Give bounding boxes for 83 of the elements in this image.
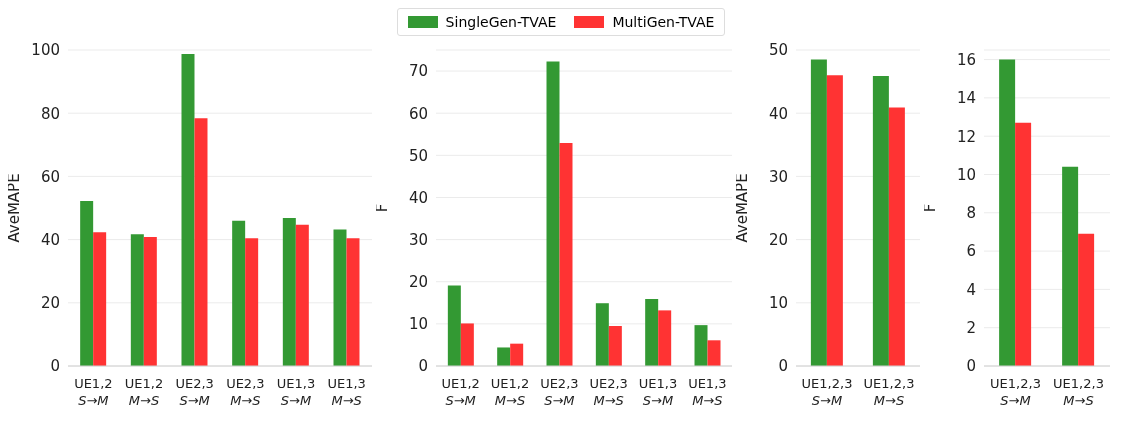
bar (333, 229, 347, 366)
y-tick-label: 30 (408, 230, 428, 249)
bar (694, 325, 708, 366)
y-tick-label: 10 (408, 315, 428, 334)
legend-label: MultiGen-TVAE (612, 14, 715, 30)
y-axis-title: F (373, 203, 392, 213)
bar (1062, 166, 1079, 366)
x-tick-label: UE1,2 M→S (124, 376, 164, 408)
y-tick-label: 4 (966, 280, 976, 299)
bar (232, 220, 246, 366)
y-axis-title: AveMAPE (733, 173, 752, 243)
bar (80, 201, 94, 366)
x-tick-label: UE2,3 S→M (540, 376, 579, 408)
x-tick-label: UE1,3 M→S (327, 376, 366, 408)
bar (1078, 233, 1095, 366)
y-axis-title: AveMAPE (5, 173, 24, 243)
y-tick-label: 20 (40, 294, 60, 313)
y-tick-label: 6 (966, 242, 976, 261)
bar (608, 325, 622, 366)
bar (447, 285, 461, 366)
bar (888, 107, 905, 366)
bar (645, 299, 659, 366)
y-tick-label: 2 (966, 319, 976, 338)
y-tick-label: 16 (956, 50, 976, 69)
x-tick-label: UE2,3 M→S (589, 376, 628, 408)
bar (295, 224, 309, 366)
y-tick-label: 100 (31, 41, 60, 60)
bar (143, 237, 157, 366)
y-tick-label: 50 (768, 41, 788, 60)
bar (999, 59, 1016, 366)
x-tick-label: UE1,3 S→M (638, 376, 678, 408)
y-tick-label: 70 (408, 62, 428, 81)
x-tick-label: UE2,3 M→S (226, 376, 265, 408)
bar (559, 143, 573, 366)
bar (810, 59, 827, 366)
bar (130, 234, 144, 366)
x-tick-label: UE1,2,3 M→S (863, 376, 915, 408)
y-tick-label: 12 (956, 127, 976, 146)
bar (1015, 122, 1032, 366)
bar (510, 343, 524, 366)
y-tick-label: 20 (408, 273, 428, 292)
x-tick-label: UE1,2 S→M (441, 376, 480, 408)
x-tick-label: UE1,2 S→M (74, 376, 113, 408)
x-tick-label: UE1,2,3 S→M (990, 376, 1041, 408)
bar (181, 54, 195, 366)
y-tick-label: 60 (408, 104, 428, 123)
y-tick-label: 30 (768, 167, 788, 186)
legend-label: SingleGen-TVAE (445, 14, 557, 30)
x-tick-label: UE1,3 M→S (688, 376, 727, 408)
bar (872, 75, 889, 366)
y-tick-label: 60 (40, 167, 60, 186)
y-tick-label: 10 (768, 294, 788, 313)
bar (658, 310, 672, 366)
y-tick-label: 50 (408, 146, 428, 165)
y-axis-title: F (921, 203, 940, 213)
y-tick-label: 0 (778, 357, 788, 376)
y-tick-label: 80 (40, 104, 60, 123)
bar (707, 340, 721, 366)
bar (595, 303, 609, 366)
x-tick-label: UE1,2,3 M→S (1053, 376, 1104, 408)
bar (497, 347, 511, 366)
y-tick-label: 0 (966, 357, 976, 376)
bar (546, 61, 560, 366)
bar (93, 232, 107, 366)
bar (346, 238, 360, 366)
y-tick-label: 20 (768, 230, 788, 249)
x-tick-label: UE1,3 S→M (276, 376, 316, 408)
x-tick-label: UE2,3 S→M (175, 376, 214, 408)
y-tick-label: 40 (408, 188, 428, 207)
bar (282, 218, 296, 366)
y-tick-label: 8 (966, 204, 976, 223)
y-tick-label: 0 (418, 357, 428, 376)
y-tick-label: 10 (956, 165, 976, 184)
y-tick-label: 40 (768, 104, 788, 123)
y-tick-label: 40 (40, 230, 60, 249)
x-tick-label: UE1,2 M→S (490, 376, 530, 408)
bar (826, 75, 843, 366)
y-tick-label: 14 (956, 89, 976, 108)
y-tick-label: 0 (50, 357, 60, 376)
bar (245, 238, 259, 366)
bar (460, 323, 474, 366)
x-tick-label: UE1,2,3 S→M (801, 376, 853, 408)
bar (194, 118, 208, 366)
